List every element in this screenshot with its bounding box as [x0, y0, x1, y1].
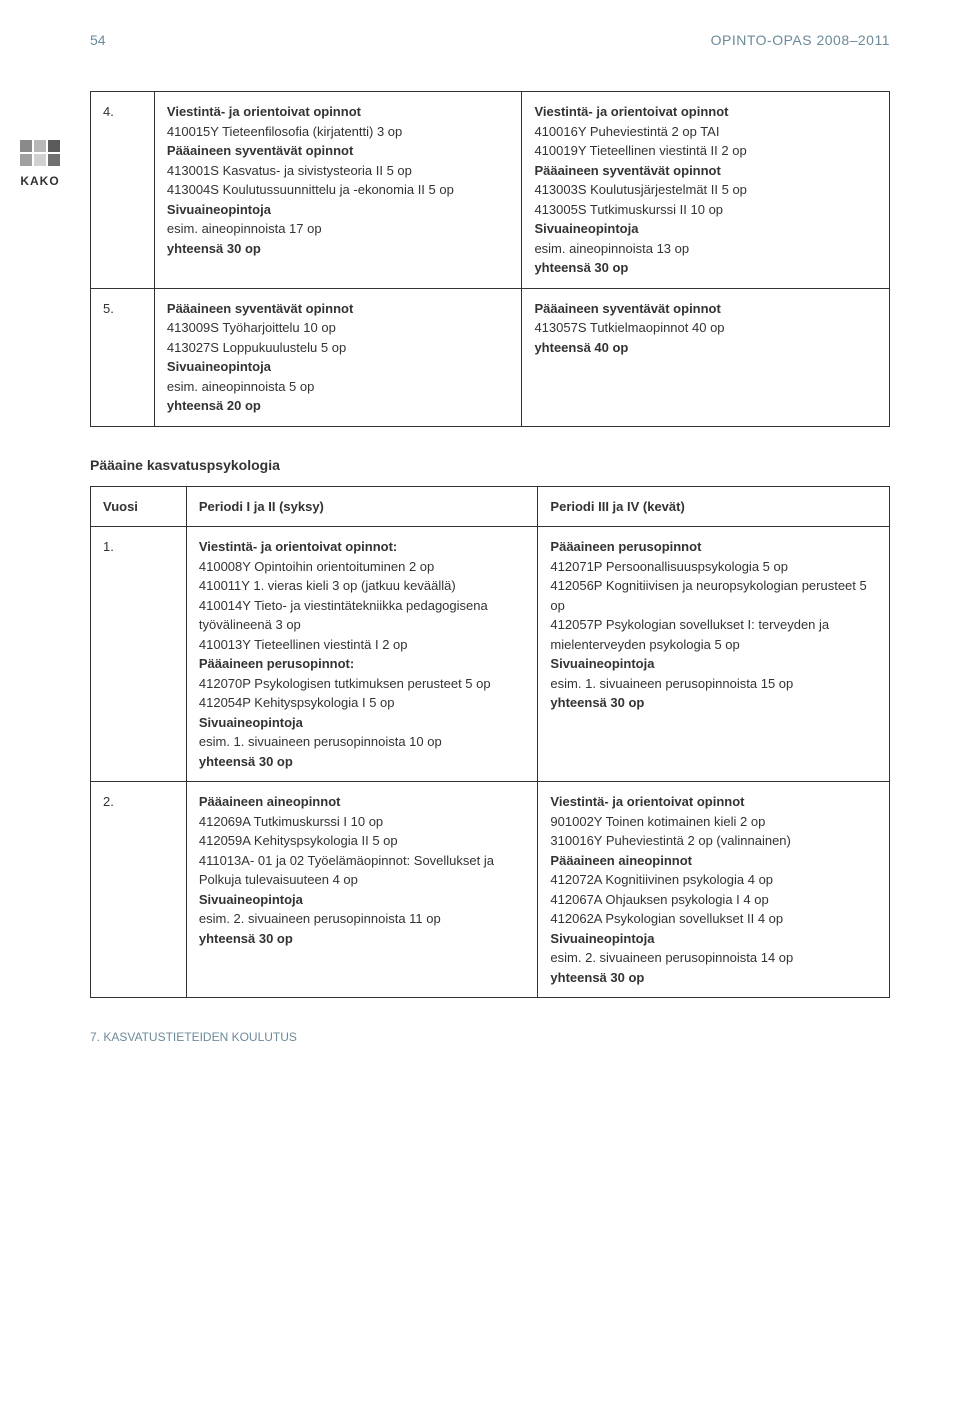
course-line: esim. aineopinnoista 13 op — [534, 239, 877, 259]
course-line: esim. aineopinnoista 17 op — [167, 219, 510, 239]
course-line: 412072A Kognitiivinen psykologia 4 op — [550, 870, 877, 890]
color-blocks-icon — [20, 140, 60, 166]
row-number: 2. — [91, 782, 187, 998]
course-line: 413004S Koulutussuunnittelu ja -ekonomia… — [167, 180, 510, 200]
page-header: 54 OPINTO-OPAS 2008–2011 — [90, 30, 890, 51]
total-line: yhteensä 30 op — [550, 968, 877, 988]
cell-right: Viestintä- ja orientoivat opinnot 901002… — [538, 782, 890, 998]
course-line: 410008Y Opintoihin orientoituminen 2 op — [199, 557, 526, 577]
guide-title: OPINTO-OPAS 2008–2011 — [711, 30, 890, 51]
heading: Sivuaineopintoja — [199, 890, 526, 910]
course-line: 410016Y Puheviestintä 2 op TAI — [534, 122, 877, 142]
course-line: 412057P Psykologian sovellukset I: terve… — [550, 615, 877, 654]
col-header-periodi-spring: Periodi III ja IV (kevät) — [538, 486, 890, 527]
heading: Viestintä- ja orientoivat opinnot — [534, 102, 877, 122]
total-line: yhteensä 30 op — [550, 693, 877, 713]
row-number: 5. — [91, 288, 155, 426]
heading: Pääaineen syventävät opinnot — [534, 161, 877, 181]
heading: Pääaineen syventävät opinnot — [167, 141, 510, 161]
col-header-periodi-autumn: Periodi I ja II (syksy) — [186, 486, 538, 527]
course-line: 310016Y Puheviestintä 2 op (valinnainen) — [550, 831, 877, 851]
course-line: 413057S Tutkielmaopinnot 40 op — [534, 318, 877, 338]
course-line: 412062A Psykologian sovellukset II 4 op — [550, 909, 877, 929]
heading: Pääaineen perusopinnot — [550, 537, 877, 557]
cell-right: Pääaineen syventävät opinnot 413057S Tut… — [522, 288, 890, 426]
row-number: 1. — [91, 527, 187, 782]
courses-table-1: 4. Viestintä- ja orientoivat opinnot 410… — [90, 91, 890, 427]
cell-right: Viestintä- ja orientoivat opinnot 410016… — [522, 92, 890, 289]
course-line: 410014Y Tieto- ja viestintätekniikka ped… — [199, 596, 526, 635]
course-line: esim. 1. sivuaineen perusopinnoista 15 o… — [550, 674, 877, 694]
course-line: esim. 2. sivuaineen perusopinnoista 14 o… — [550, 948, 877, 968]
course-line: 412056P Kognitiivisen ja neuropsykologia… — [550, 576, 877, 615]
heading: Sivuaineopintoja — [534, 219, 877, 239]
course-line: 413001S Kasvatus- ja sivistysteoria II 5… — [167, 161, 510, 181]
heading: Pääaineen aineopinnot — [199, 792, 526, 812]
total-line: yhteensä 30 op — [199, 929, 526, 949]
heading: Viestintä- ja orientoivat opinnot — [550, 792, 877, 812]
heading: Sivuaineopintoja — [167, 357, 510, 377]
total-line: yhteensä 40 op — [534, 338, 877, 358]
course-line: 412070P Psykologisen tutkimuksen peruste… — [199, 674, 526, 694]
heading: Pääaineen aineopinnot — [550, 851, 877, 871]
cell-left: Viestintä- ja orientoivat opinnot: 41000… — [186, 527, 538, 782]
page-footer: 7. KASVATUSTIETEIDEN KOULUTUS — [90, 1028, 890, 1046]
course-line: 901002Y Toinen kotimainen kieli 2 op — [550, 812, 877, 832]
course-line: esim. aineopinnoista 5 op — [167, 377, 510, 397]
course-line: 412067A Ohjauksen psykologia I 4 op — [550, 890, 877, 910]
heading: Sivuaineopintoja — [550, 654, 877, 674]
table-row: 4. Viestintä- ja orientoivat opinnot 410… — [91, 92, 890, 289]
course-line: 412069A Tutkimuskurssi I 10 op — [199, 812, 526, 832]
cell-right: Pääaineen perusopinnot 412071P Persoonal… — [538, 527, 890, 782]
course-line: 410019Y Tieteellinen viestintä II 2 op — [534, 141, 877, 161]
table-row: 2. Pääaineen aineopinnot 412069A Tutkimu… — [91, 782, 890, 998]
total-line: yhteensä 20 op — [167, 396, 510, 416]
table-header-row: Vuosi Periodi I ja II (syksy) Periodi II… — [91, 486, 890, 527]
total-line: yhteensä 30 op — [199, 752, 526, 772]
course-line: 412059A Kehityspsykologia II 5 op — [199, 831, 526, 851]
course-line: 413005S Tutkimuskurssi II 10 op — [534, 200, 877, 220]
courses-table-2: Vuosi Periodi I ja II (syksy) Periodi II… — [90, 486, 890, 999]
row-number: 4. — [91, 92, 155, 289]
course-line: 410013Y Tieteellinen viestintä I 2 op — [199, 635, 526, 655]
sidebar-code: KAKO — [20, 172, 59, 190]
heading: Pääaineen perusopinnot: — [199, 654, 526, 674]
heading: Sivuaineopintoja — [167, 200, 510, 220]
page-number: 54 — [90, 30, 106, 51]
heading: Sivuaineopintoja — [199, 713, 526, 733]
course-line: 413027S Loppukuulustelu 5 op — [167, 338, 510, 358]
course-line: 412071P Persoonallisuuspsykologia 5 op — [550, 557, 877, 577]
cell-left: Pääaineen aineopinnot 412069A Tutkimusku… — [186, 782, 538, 998]
table-row: 5. Pääaineen syventävät opinnot 413009S … — [91, 288, 890, 426]
page: 54 OPINTO-OPAS 2008–2011 KAKO 4. Viestin… — [0, 0, 960, 1086]
total-line: yhteensä 30 op — [167, 239, 510, 259]
heading: Pääaineen syventävät opinnot — [534, 299, 877, 319]
col-header-vuosi: Vuosi — [91, 486, 187, 527]
course-line: 413003S Koulutusjärjestelmät II 5 op — [534, 180, 877, 200]
course-line: 412054P Kehityspsykologia I 5 op — [199, 693, 526, 713]
course-line: 411013A- 01 ja 02 Työelämäopinnot: Sovel… — [199, 851, 526, 890]
table-row: 1. Viestintä- ja orientoivat opinnot: 41… — [91, 527, 890, 782]
course-line: 410015Y Tieteenfilosofia (kirjatentti) 3… — [167, 122, 510, 142]
course-line: esim. 2. sivuaineen perusopinnoista 11 o… — [199, 909, 526, 929]
cell-left: Pääaineen syventävät opinnot 413009S Työ… — [154, 288, 522, 426]
section-title: Pääaine kasvatuspsykologia — [90, 455, 890, 476]
total-line: yhteensä 30 op — [534, 258, 877, 278]
course-line: 413009S Työharjoittelu 10 op — [167, 318, 510, 338]
heading: Viestintä- ja orientoivat opinnot — [167, 102, 510, 122]
heading: Viestintä- ja orientoivat opinnot: — [199, 537, 526, 557]
sidebar-label: KAKO — [20, 140, 60, 190]
course-line: esim. 1. sivuaineen perusopinnoista 10 o… — [199, 732, 526, 752]
course-line: 410011Y 1. vieras kieli 3 op (jatkuu kev… — [199, 576, 526, 596]
heading: Pääaineen syventävät opinnot — [167, 299, 510, 319]
heading: Sivuaineopintoja — [550, 929, 877, 949]
cell-left: Viestintä- ja orientoivat opinnot 410015… — [154, 92, 522, 289]
